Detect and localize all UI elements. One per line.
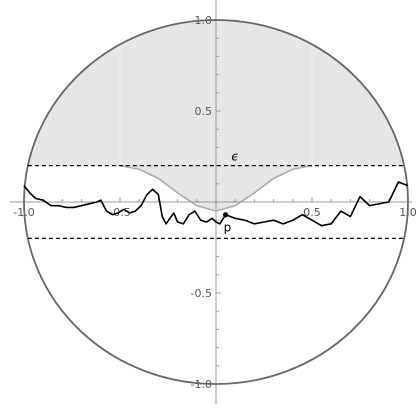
epsilon-label: ϵ (231, 150, 238, 164)
unit-circle (23, 19, 409, 385)
y-tick-label: 0.5 (195, 105, 213, 118)
point-p-label: p (224, 221, 232, 235)
point-p-marker (223, 212, 229, 218)
y-tick-label: -0.5 (191, 287, 212, 300)
curve-line (23, 181, 409, 227)
curve-layer (23, 181, 409, 227)
reference-lines-layer (23, 19, 409, 385)
x-tick-label: 0.5 (303, 206, 321, 219)
labels-layer: ϵp (224, 150, 239, 235)
y-tick-label: -1.0 (191, 378, 212, 391)
